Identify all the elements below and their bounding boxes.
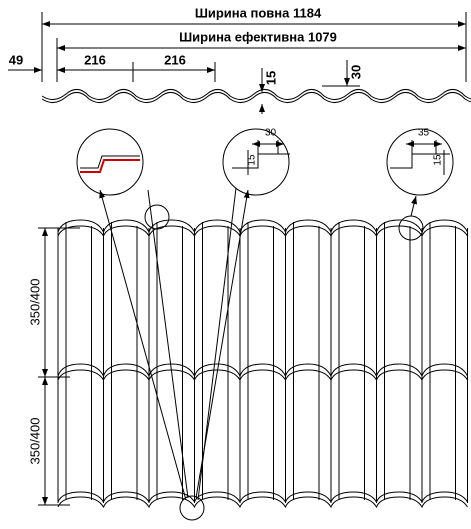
pitch: 216 [164, 52, 186, 67]
pitch: 216 [84, 52, 106, 67]
wave-height: 30 [348, 65, 363, 79]
overhang: 49 [9, 52, 23, 67]
top-edge [57, 225, 468, 238]
bottom-edge [57, 496, 468, 509]
length-dims [38, 227, 80, 506]
profile [41, 92, 471, 103]
sheet [57, 219, 468, 509]
step [57, 369, 468, 382]
step [57, 363, 468, 378]
bottom-edge [57, 491, 468, 504]
detail-3 [386, 128, 454, 196]
detail-width: 35 [418, 128, 430, 139]
detail-2 [222, 128, 290, 196]
effective-width: Ширина ефективна 1079 [179, 29, 337, 44]
step-height: 15 [263, 71, 278, 85]
full-width: Ширина повна 1184 [195, 5, 322, 20]
top-edge [57, 219, 468, 234]
profile [41, 89, 471, 100]
detail-height: 15 [433, 154, 444, 166]
dimension-lines [8, 12, 467, 114]
leaders [99, 187, 424, 521]
module-length: 350/400 [27, 418, 42, 465]
detail-height: 15 [247, 154, 258, 166]
detail-width: 30 [265, 128, 277, 139]
module-length: 350/400 [27, 279, 42, 326]
detail-1 [76, 128, 144, 196]
